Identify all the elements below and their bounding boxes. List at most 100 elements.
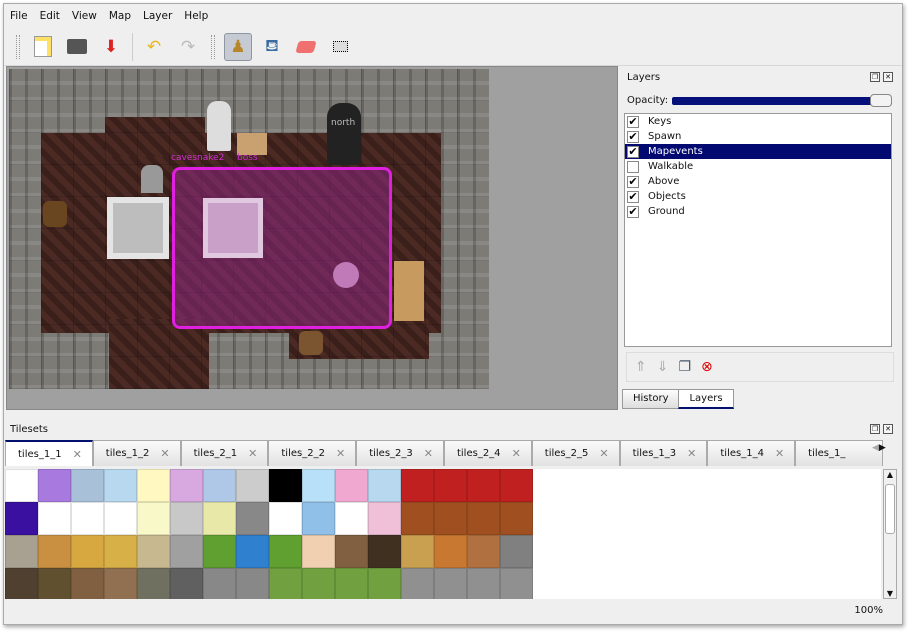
tile[interactable] [137, 469, 170, 502]
tile[interactable] [71, 469, 104, 502]
tile[interactable] [38, 469, 71, 502]
menu-edit[interactable]: Edit [39, 10, 60, 22]
tileset-tab[interactable]: tiles_1_4 ✕ [707, 440, 796, 466]
toolbar-grip[interactable] [211, 34, 215, 59]
tile[interactable] [170, 568, 203, 599]
selected-map-event[interactable] [172, 167, 392, 329]
duplicate-layer-icon[interactable]: ❐ [678, 359, 692, 375]
tile[interactable] [401, 502, 434, 535]
menu-view[interactable]: View [71, 10, 97, 22]
tile[interactable] [302, 535, 335, 568]
close-tab-icon[interactable]: ✕ [335, 447, 346, 460]
tile[interactable] [5, 502, 38, 535]
tile[interactable] [368, 502, 401, 535]
tileset-tab[interactable]: tiles_2_1 ✕ [180, 440, 269, 466]
close-tab-icon[interactable]: ✕ [160, 447, 170, 460]
tile[interactable] [236, 469, 269, 502]
tileset-tab[interactable]: tiles_2_2 ✕ [268, 440, 357, 466]
tile[interactable] [38, 535, 71, 568]
raise-layer-icon[interactable]: ⇑ [635, 359, 647, 375]
tile[interactable] [137, 568, 170, 599]
tile[interactable] [269, 469, 302, 502]
close-tab-icon[interactable]: ✕ [599, 447, 609, 460]
tile[interactable] [368, 568, 401, 599]
tile[interactable] [170, 469, 203, 502]
tile[interactable] [500, 502, 533, 535]
scroll-down-icon[interactable]: ▼ [886, 589, 894, 598]
tile[interactable] [38, 502, 71, 535]
menu-help[interactable]: Help [184, 10, 209, 22]
scroll-up-icon[interactable]: ▲ [886, 470, 894, 479]
map-canvas[interactable]: cavesnake2 boss north [9, 69, 489, 389]
close-tab-icon[interactable]: ✕ [511, 447, 521, 460]
tile[interactable] [302, 568, 335, 599]
close-tab-icon[interactable]: ✕ [423, 447, 433, 460]
tile[interactable] [71, 535, 104, 568]
tile[interactable] [269, 502, 302, 535]
slider-handle[interactable] [870, 94, 892, 107]
tile[interactable] [5, 469, 38, 502]
close-tab-icon[interactable]: ✕ [248, 447, 258, 460]
tile[interactable] [236, 535, 269, 568]
tile[interactable] [368, 469, 401, 502]
tile[interactable] [104, 568, 137, 599]
tile[interactable] [500, 469, 533, 502]
visibility-checkbox[interactable]: ✔ [627, 114, 639, 128]
redo-icon[interactable]: ↷ [180, 36, 196, 57]
toolbar-grip[interactable] [16, 34, 20, 59]
tab-layers[interactable]: Layers [678, 389, 734, 409]
save-icon[interactable]: ⬇ [103, 36, 119, 57]
menu-layer[interactable]: Layer [143, 10, 173, 22]
undo-icon[interactable]: ↶ [146, 36, 162, 57]
tile[interactable] [467, 502, 500, 535]
visibility-checkbox[interactable]: ✔ [627, 174, 639, 188]
close-tab-icon[interactable]: ✕ [774, 447, 785, 460]
scroll-right-icon[interactable]: ▶ [878, 443, 886, 453]
opacity-slider[interactable] [672, 94, 892, 107]
float-icon[interactable]: ❐ [870, 72, 880, 82]
stamp-brush-icon[interactable]: ♟ [224, 32, 252, 61]
tileset-tab[interactable]: tiles_1_1 ✕ [5, 440, 93, 466]
tileset-tab[interactable]: tiles_2_5 ✕ [531, 440, 620, 466]
tile[interactable] [467, 535, 500, 568]
tileset-scrollbar[interactable]: ▲ ▼ [883, 469, 897, 599]
tile[interactable] [302, 502, 335, 535]
tile[interactable] [203, 502, 236, 535]
tile[interactable] [104, 535, 137, 568]
tile[interactable] [203, 568, 236, 599]
tile[interactable] [434, 535, 467, 568]
map-view[interactable]: cavesnake2 boss north [6, 66, 618, 410]
tile[interactable] [5, 535, 38, 568]
layer-row[interactable]: ✔ Above [625, 174, 891, 189]
tile[interactable] [104, 469, 137, 502]
close-icon[interactable]: ✕ [883, 72, 893, 82]
tile[interactable] [170, 502, 203, 535]
visibility-checkbox[interactable]: ✔ [627, 129, 639, 143]
tile[interactable] [269, 535, 302, 568]
menu-file[interactable]: File [10, 10, 28, 22]
scroll-thumb[interactable] [885, 484, 895, 534]
tile[interactable] [269, 568, 302, 599]
tile[interactable] [401, 535, 434, 568]
tile[interactable] [500, 535, 533, 568]
tile[interactable] [104, 502, 137, 535]
eraser-icon[interactable] [292, 33, 320, 61]
tile[interactable] [71, 568, 104, 599]
tile[interactable] [335, 469, 368, 502]
tile[interactable] [302, 469, 335, 502]
tile[interactable] [137, 535, 170, 568]
tile[interactable] [203, 469, 236, 502]
layer-row[interactable]: ✔ Keys [625, 114, 891, 129]
layer-row[interactable]: Walkable [625, 159, 891, 174]
tile[interactable] [434, 469, 467, 502]
visibility-checkbox[interactable] [627, 160, 639, 173]
tile[interactable] [401, 469, 434, 502]
tile[interactable] [170, 535, 203, 568]
visibility-checkbox[interactable]: ✔ [627, 204, 639, 218]
tile[interactable] [236, 568, 269, 599]
tileset-tab[interactable]: tiles_2_3 ✕ [356, 440, 444, 466]
tile[interactable] [335, 502, 368, 535]
visibility-checkbox[interactable]: ✔ [627, 189, 639, 203]
layer-row[interactable]: ✔ Spawn [625, 129, 891, 144]
tile[interactable] [434, 502, 467, 535]
